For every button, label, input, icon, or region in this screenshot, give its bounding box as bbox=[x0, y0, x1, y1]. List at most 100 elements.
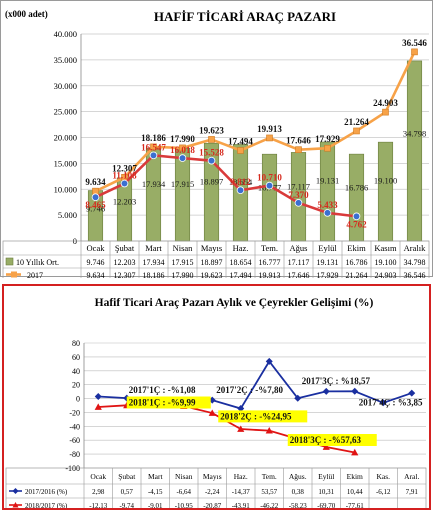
label-2018: 9.812 bbox=[230, 177, 251, 187]
label-2017: 19.623 bbox=[199, 125, 224, 135]
label-2017: 12.307 bbox=[112, 163, 137, 173]
y-tick-label: 40.000 bbox=[54, 29, 77, 39]
label-2018: 11.108 bbox=[112, 171, 137, 181]
table-cell: 19.623 bbox=[201, 271, 223, 278]
category-label: Şubat bbox=[115, 243, 135, 253]
chart-title: Hafif Ticari Araç Pazarı Aylık ve Çeyrek… bbox=[95, 297, 374, 309]
table-cell: -6,12 bbox=[376, 488, 391, 496]
table-cell: 17.929 bbox=[317, 271, 339, 278]
bar-10yr-avg bbox=[261, 153, 278, 242]
series-2018-marker bbox=[352, 212, 361, 221]
table-cell: 18.897 bbox=[201, 258, 223, 267]
quarter-annotation: 2018'2Ç : -%24,95 bbox=[220, 411, 292, 421]
bar-value-label: 18.897 bbox=[200, 176, 223, 186]
category-label: Tem. bbox=[262, 472, 277, 481]
quarter-annotation: 2017'1Ç : -%1,08 bbox=[129, 385, 196, 395]
label-2017: 18.186 bbox=[141, 133, 166, 143]
series-2017-marker bbox=[324, 144, 331, 152]
table-cell: -20,87 bbox=[203, 502, 222, 508]
label-2018: 16.547 bbox=[141, 142, 166, 152]
table-cell: 17.117 bbox=[288, 258, 310, 267]
label-2017: 17.646 bbox=[286, 136, 311, 146]
table-cell: -4,15 bbox=[148, 488, 163, 496]
category-label: Ağus bbox=[290, 243, 308, 253]
table-cell: 21.264 bbox=[346, 271, 368, 278]
table-cell: 12.307 bbox=[114, 271, 136, 278]
table-cell: 10,44 bbox=[347, 488, 363, 496]
label-2017: 24.903 bbox=[373, 98, 398, 108]
y-tick-label: 15.000 bbox=[54, 158, 77, 168]
label-2018: 16.018 bbox=[170, 145, 195, 155]
table-cell: 7,91 bbox=[406, 488, 419, 496]
label-2018: 8.465 bbox=[85, 200, 106, 210]
table-cell: 34.798 bbox=[404, 258, 426, 267]
legend-marker-2017 bbox=[11, 271, 17, 278]
annotation-highlight bbox=[218, 410, 308, 423]
table-cell: -43,91 bbox=[232, 502, 251, 508]
series-2018-marker bbox=[236, 186, 245, 195]
label-2018: 4.762 bbox=[346, 219, 367, 229]
series-2017-2016-marker bbox=[94, 392, 102, 400]
category-label: Aralık bbox=[404, 243, 426, 253]
y-tick-label: -60 bbox=[69, 436, 80, 445]
quarter-annotation: 2017'2Ç : -%7,80 bbox=[216, 385, 283, 395]
monthly-sales-chart: (x000 adet) HAFİF TİCARİ ARAÇ PAZARI05.00… bbox=[2, 9, 430, 278]
series-2017-2016-marker bbox=[265, 357, 273, 365]
label-2017: 9.634 bbox=[85, 177, 106, 187]
category-label: Nisan bbox=[173, 243, 194, 253]
category-label: Kas. bbox=[376, 472, 390, 481]
y-tick-label: 30.000 bbox=[54, 81, 77, 91]
series-2017-marker bbox=[353, 127, 360, 135]
table-cell: 19.131 bbox=[317, 258, 339, 267]
legend-swatch-10yr bbox=[5, 257, 14, 266]
table-cell: -9,01 bbox=[148, 502, 163, 508]
growth-chart-panel: Hafif Ticari Araç Pazarı Aylık ve Çeyrek… bbox=[2, 284, 431, 510]
table-cell: -58,23 bbox=[289, 502, 308, 508]
series-2017-marker bbox=[266, 134, 273, 142]
series-2017-2016-marker bbox=[294, 394, 302, 402]
label-2017: 19.913 bbox=[257, 124, 282, 134]
y-tick-label: 20 bbox=[72, 381, 80, 390]
y-tick-label: -20 bbox=[69, 408, 80, 417]
series-2018-marker bbox=[323, 209, 332, 217]
bar-value-label: 17.915 bbox=[171, 179, 194, 189]
market-chart-panel: (x000 adet) HAFİF TİCARİ ARAÇ PAZARI 0 5.00… bbox=[0, 0, 433, 278]
series-2017-marker bbox=[237, 147, 244, 154]
series-2017-2016-marker bbox=[408, 389, 416, 397]
series-2017-marker bbox=[92, 187, 99, 195]
label-2018: 7.370 bbox=[288, 190, 309, 200]
y-tick-label: 80 bbox=[72, 339, 80, 348]
series-2017-2016-marker bbox=[237, 405, 245, 413]
legend-marker-2018-2017 bbox=[12, 502, 19, 508]
table-cell: -10,95 bbox=[175, 502, 194, 508]
series-2017-marker bbox=[150, 143, 157, 151]
table-cell: 10,31 bbox=[318, 488, 334, 496]
y-tick-label: -80 bbox=[69, 450, 80, 459]
quarter-annotation: 2018'1Ç : -%9,99 bbox=[129, 398, 196, 408]
label-2017: 21.264 bbox=[344, 117, 369, 127]
category-label: Ocak bbox=[87, 243, 106, 253]
series-2018-marker bbox=[265, 181, 274, 190]
y-tick-label: 20.000 bbox=[54, 133, 77, 143]
table-cell: -14,37 bbox=[232, 488, 251, 496]
category-label: Haz. bbox=[234, 472, 248, 481]
table-cell: 17.990 bbox=[172, 271, 194, 278]
y-tick-label: 0 bbox=[76, 395, 80, 404]
bar-value-label: 17.117 bbox=[287, 182, 310, 192]
category-label: Mart bbox=[145, 243, 162, 253]
category-label: Kasım bbox=[374, 243, 397, 253]
label-2018: 5.433 bbox=[317, 200, 338, 210]
category-label: Eylül bbox=[318, 243, 337, 253]
series-2018-line bbox=[94, 154, 357, 218]
y-tick-label: 40 bbox=[72, 367, 80, 376]
bar-value-label: 19.131 bbox=[316, 176, 339, 186]
series-2017-marker bbox=[179, 144, 186, 152]
table-cell: 36.546 bbox=[404, 271, 426, 278]
category-label: Haz. bbox=[233, 243, 249, 253]
series-2018-marker bbox=[149, 151, 158, 160]
series-2018-marker bbox=[294, 199, 303, 207]
label-2018: 15.528 bbox=[199, 148, 224, 158]
table-cell: 16.777 bbox=[259, 258, 281, 267]
bar-10yr-avg bbox=[406, 60, 423, 242]
series-2018-marker bbox=[120, 179, 129, 188]
